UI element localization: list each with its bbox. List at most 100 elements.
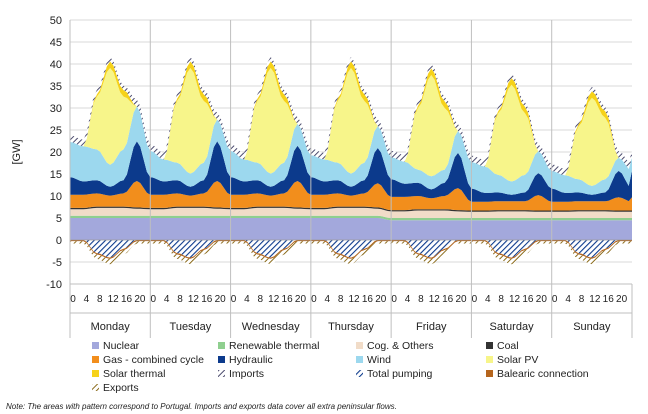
x-tick-label: 16 [201,294,213,305]
y-tick-label: 15 [50,169,62,181]
legend-swatch [356,342,363,349]
legend-label: Hydraulic [229,354,273,366]
x-tick-label: 16 [603,294,615,305]
area-solar-pv [70,68,632,186]
x-tick-label: 0 [472,294,478,305]
x-tick-label: 4 [405,294,411,305]
legend-label: Wind [367,354,391,366]
legend-swatch [486,370,493,377]
y-tick-label: 20 [50,147,62,159]
x-tick-label: 4 [164,294,170,305]
y-tick-label: 30 [50,103,62,115]
x-tick-label: 16 [442,294,454,305]
legend-label: Exports [103,382,139,394]
legend-label: Balearic connection [497,368,589,380]
x-tick-label: 8 [97,294,103,305]
y-tick-label: 40 [50,59,62,71]
area-renewable-thermal [70,215,632,221]
x-tick-label: 8 [338,294,344,305]
legend-swatch [92,342,99,349]
area-hydraulic [70,141,632,202]
legend-swatch [92,356,99,363]
legend-swatch [356,370,363,377]
legend-swatch [92,384,99,391]
x-tick-label: 8 [418,294,424,305]
x-tick-label: 4 [324,294,330,305]
y-tick-label: -5 [52,257,62,269]
y-tick-label: 25 [50,125,62,137]
legend-label: Solar PV [497,354,538,366]
y-tick-label: 45 [50,37,62,49]
day-label: Wednesday [242,321,300,333]
x-tick-label: 8 [579,294,585,305]
legend-label: Nuclear [103,340,140,352]
footnote: Note: The areas with pattern correspond … [6,402,397,411]
x-tick-label: 0 [231,294,237,305]
area-series [70,57,632,265]
x-tick-label: 4 [565,294,571,305]
x-tick-label: 20 [536,294,548,305]
area-balearic-connection [70,240,632,259]
legend-label: Solar thermal [103,368,165,380]
x-tick-label: 0 [391,294,397,305]
x-tick-label: 0 [311,294,317,305]
x-tick-label: 12 [589,294,601,305]
legend-label: Gas - combined cycle [103,354,204,366]
legend-label: Coal [497,340,519,352]
x-tick-label: 8 [498,294,504,305]
legend-swatch [486,342,493,349]
day-label: Monday [91,321,131,333]
legend-label: Total pumping [367,368,433,380]
day-label: Friday [416,321,447,333]
x-tick-label: 0 [70,294,76,305]
area-exports [70,241,632,265]
x-tick-label: 12 [429,294,441,305]
x-tick-label: 20 [616,294,628,305]
day-label: Tuesday [170,321,212,333]
day-label: Saturday [490,321,535,333]
x-tick-label: 4 [244,294,250,305]
x-tick-label: 16 [282,294,294,305]
y-tick-label: 5 [56,213,62,225]
y-tick-label: 35 [50,81,62,93]
x-tick-label: 20 [295,294,307,305]
area-nuclear [70,218,632,240]
area-coal [70,206,632,212]
area-cog-others [70,207,632,218]
legend-swatch [218,370,225,377]
y-axis-label: [GW] [11,139,23,164]
x-tick-label: 12 [108,294,120,305]
x-tick-label: 16 [522,294,534,305]
x-tick-label: 4 [84,294,90,305]
x-tick-label: 8 [258,294,264,305]
y-tick-label: 50 [50,15,62,27]
legend-swatch [356,356,363,363]
day-label: Thursday [328,321,374,333]
x-tick-label: 16 [362,294,374,305]
legend-swatch [486,356,493,363]
area-gas-combined-cycle [70,181,632,211]
y-tick-label: 10 [50,191,62,203]
day-label: Sunday [573,321,611,333]
x-tick-label: 0 [151,294,157,305]
y-tick-label: -10 [46,279,62,291]
x-tick-label: 20 [215,294,227,305]
x-tick-label: 4 [485,294,491,305]
legend-swatch [92,370,99,377]
x-tick-label: 20 [134,294,146,305]
legend-label: Cog. & Others [367,340,434,352]
x-tick-label: 12 [268,294,280,305]
x-tick-label: 20 [375,294,387,305]
x-tick-label: 12 [348,294,360,305]
legend-swatch [218,342,225,349]
legend: Nuclear Renewable thermal Cog. & Others Coa… [92,340,589,394]
x-tick-label: 8 [177,294,183,305]
x-tick-label: 20 [455,294,467,305]
legend-label: Renewable thermal [229,340,319,352]
legend-swatch [218,356,225,363]
area-wind [70,106,632,195]
x-tick-label: 0 [552,294,558,305]
x-tick-label: 12 [509,294,521,305]
